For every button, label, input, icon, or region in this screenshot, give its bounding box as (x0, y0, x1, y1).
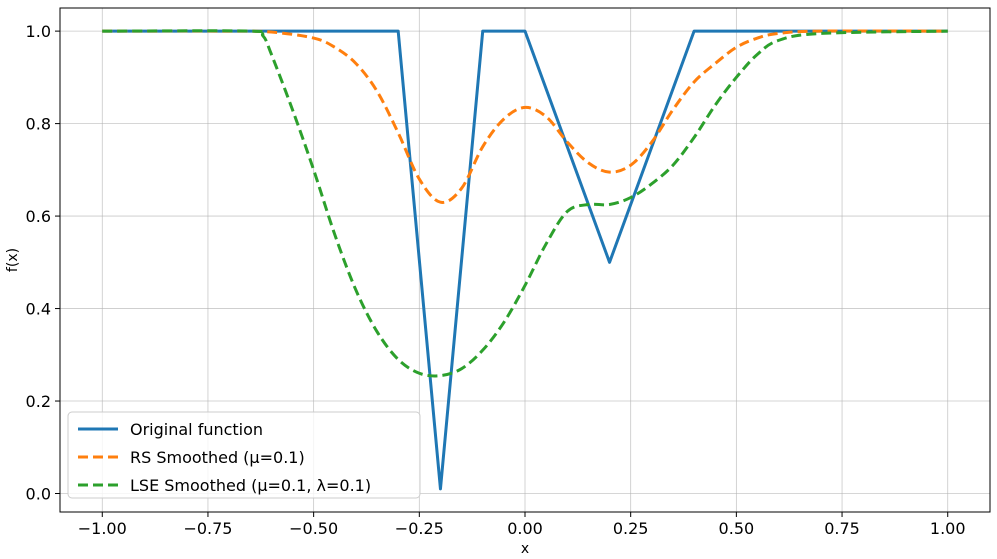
legend: Original function RS Smoothed (μ=0.1) LSE … (67, 411, 421, 499)
x-tick-label: −0.75 (183, 519, 232, 538)
axis-ticks: −1.00 −0.75 −0.50 −0.25 0.00 0.25 0.50 0.75 1.00… (26, 22, 966, 538)
series-line-original-function (102, 29, 948, 491)
y-tick-label: 0.0 (26, 485, 51, 504)
series-line-lse-smoothed-0-1-0-1 (102, 29, 948, 378)
grid (60, 8, 990, 512)
legend-box (67, 411, 421, 499)
series-lines (102, 29, 948, 491)
x-tick-label: −1.00 (78, 519, 127, 538)
legend-label-lse-smoothed-0-1-0-1: LSE Smoothed (μ=0.1, λ=0.1) (130, 476, 371, 495)
x-tick-label: 0.00 (507, 519, 543, 538)
y-tick-label: 0.6 (26, 207, 51, 226)
y-tick-label: 1.0 (26, 22, 51, 41)
x-tick-label: −0.25 (395, 519, 444, 538)
legend-label-rs-smoothed-0-1: RS Smoothed (μ=0.1) (130, 448, 305, 467)
x-tick-label: 0.50 (719, 519, 755, 538)
y-tick-label: 0.4 (26, 300, 51, 319)
y-tick-label: 0.2 (26, 392, 51, 411)
x-axis-label: x (521, 541, 529, 557)
series-line-rs-smoothed-0-1 (102, 29, 948, 204)
y-tick-label: 0.8 (26, 115, 51, 134)
x-tick-label: 0.25 (613, 519, 649, 538)
legend-label-original-function: Original function (130, 420, 263, 439)
x-tick-label: 1.00 (930, 519, 966, 538)
y-axis-label: f(x) (5, 248, 21, 272)
x-tick-label: 0.75 (824, 519, 860, 538)
x-tick-label: −0.50 (289, 519, 338, 538)
